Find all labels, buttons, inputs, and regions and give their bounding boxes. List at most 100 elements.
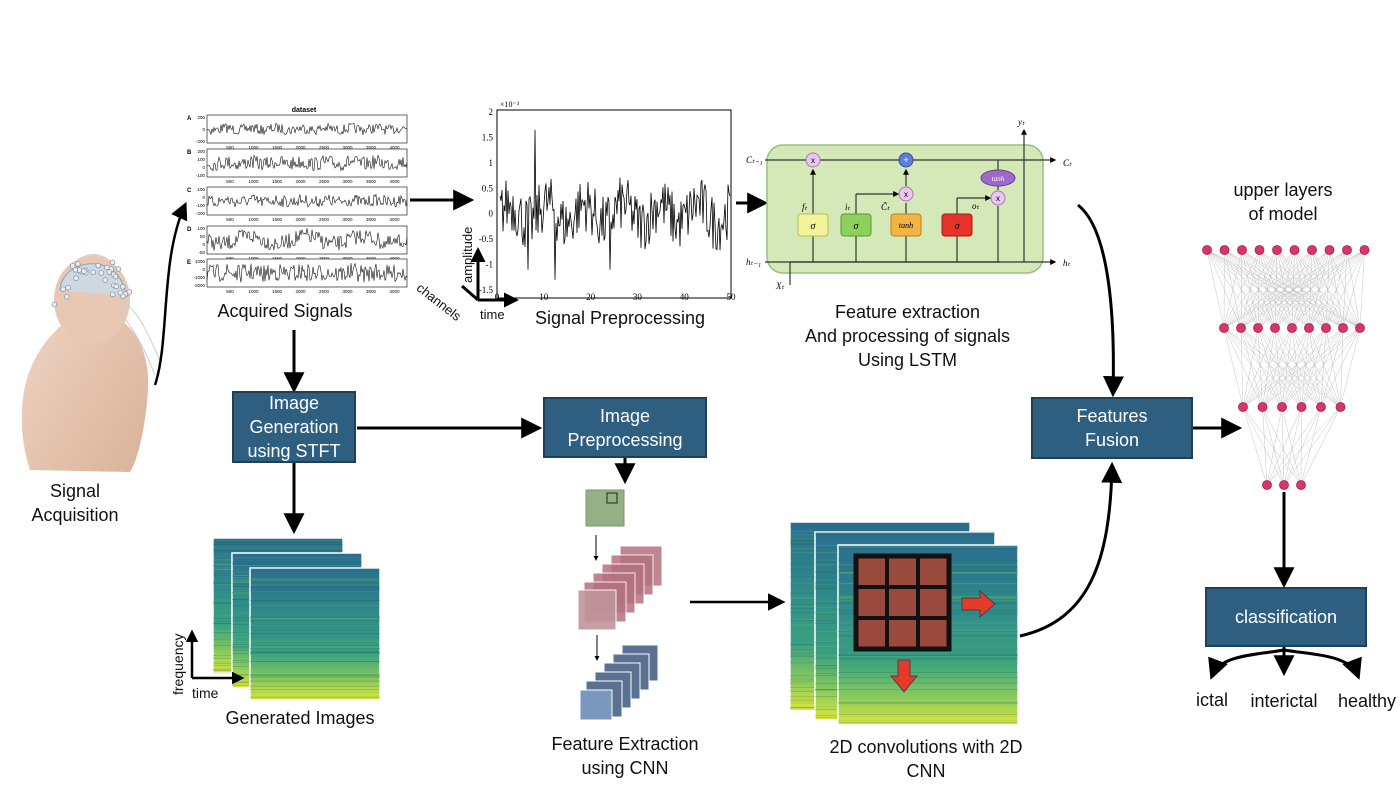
x-tick: 1000 bbox=[248, 217, 259, 222]
connection bbox=[1224, 249, 1293, 329]
c-t-label: Cₜ bbox=[1063, 158, 1072, 168]
input-sigma: σ bbox=[854, 221, 860, 232]
x-tick: 3500 bbox=[366, 179, 377, 184]
x-tick: 4000 bbox=[389, 145, 400, 150]
connection bbox=[1242, 406, 1285, 486]
y-t-label: yₜ bbox=[1017, 117, 1025, 127]
electrode bbox=[109, 259, 116, 266]
signal-preprocessing-label: Signal Preprocessing bbox=[534, 308, 706, 328]
output-gate bbox=[941, 213, 973, 237]
connection bbox=[1308, 327, 1322, 408]
connection bbox=[1242, 327, 1361, 408]
h-t-label: hₜ bbox=[1063, 258, 1071, 268]
input-gate bbox=[840, 213, 872, 237]
connection bbox=[1257, 249, 1260, 329]
preprocessed-signal-plot: ×10⁻³ 21.510.50-0.5-1-1.50 10 20 30 40 50 bbox=[479, 100, 736, 302]
y-tick: -2000 bbox=[193, 283, 205, 288]
y-tick: -200 bbox=[196, 139, 206, 144]
dataset-title: dataset bbox=[292, 107, 317, 114]
connection bbox=[1240, 327, 1244, 408]
neuron bbox=[1316, 402, 1326, 412]
connection bbox=[1276, 249, 1327, 329]
electrode bbox=[73, 275, 79, 281]
connection bbox=[1242, 327, 1259, 408]
neuron bbox=[1307, 245, 1317, 255]
connection bbox=[1240, 327, 1341, 408]
connection bbox=[1291, 249, 1365, 329]
x-tick: 30 bbox=[633, 292, 643, 302]
x-tick: 500 bbox=[226, 256, 234, 261]
y-tick: 2 bbox=[489, 107, 494, 117]
connection bbox=[1342, 249, 1348, 329]
connection bbox=[1262, 406, 1285, 486]
connection bbox=[1242, 406, 1302, 486]
connection bbox=[1223, 249, 1313, 329]
neuron bbox=[1219, 245, 1230, 255]
y-tick: 100 bbox=[197, 226, 205, 231]
x-tick: 2000 bbox=[295, 256, 306, 261]
x-tick: 1000 bbox=[248, 179, 259, 184]
conv2d-label: 2D convolutions with 2D CNN bbox=[829, 737, 1023, 781]
connection bbox=[1224, 249, 1276, 329]
connection bbox=[1223, 249, 1225, 329]
row-label: B bbox=[187, 150, 192, 156]
output-mult-node bbox=[990, 190, 1006, 206]
feature-map-red bbox=[577, 589, 617, 631]
x-tick: 3000 bbox=[342, 289, 353, 294]
connection bbox=[1242, 327, 1310, 408]
neuron bbox=[1296, 480, 1306, 490]
neuron bbox=[1335, 402, 1346, 412]
class-ictal: ictal bbox=[1195, 690, 1228, 710]
electrode bbox=[65, 284, 71, 291]
connection bbox=[1206, 249, 1259, 329]
neuron bbox=[1202, 245, 1212, 255]
mult-sign: x bbox=[811, 156, 815, 165]
connection bbox=[1340, 327, 1344, 408]
x-tick: 2500 bbox=[319, 256, 330, 261]
neuron bbox=[1321, 323, 1331, 333]
x-tick: 1000 bbox=[248, 289, 259, 294]
x-tick: 1000 bbox=[248, 145, 259, 150]
connection bbox=[1359, 249, 1365, 329]
eeg-head-illustration bbox=[21, 254, 161, 472]
eeg-trace bbox=[206, 193, 408, 208]
x-tick: 500 bbox=[226, 179, 234, 184]
connection bbox=[1301, 327, 1361, 408]
neuron bbox=[1304, 323, 1314, 333]
y-tick: -200 bbox=[196, 211, 206, 216]
forget-gate bbox=[797, 213, 829, 237]
y-tick: 0 bbox=[202, 127, 205, 132]
connection bbox=[1274, 327, 1322, 408]
x-tick: 2500 bbox=[319, 289, 330, 294]
signal-panel bbox=[206, 258, 408, 288]
conv-kernel bbox=[853, 553, 952, 652]
connection bbox=[1223, 249, 1295, 329]
electrode bbox=[115, 266, 122, 272]
connection bbox=[1262, 327, 1327, 408]
o-t-label: oₜ bbox=[972, 201, 980, 211]
connection bbox=[1259, 249, 1276, 329]
y-tick: -0.5 bbox=[479, 234, 494, 244]
x-tick: 0 bbox=[495, 292, 500, 302]
connection bbox=[1320, 327, 1361, 408]
x-tick: 500 bbox=[226, 289, 234, 294]
connection bbox=[1257, 327, 1322, 408]
connection bbox=[1223, 249, 1278, 329]
connection bbox=[1257, 327, 1263, 408]
connection bbox=[1300, 406, 1302, 486]
classification-box: classification bbox=[1205, 587, 1367, 647]
connection bbox=[1266, 406, 1322, 486]
slide-down-arrow bbox=[889, 659, 919, 693]
exponent-label: ×10⁻³ bbox=[500, 100, 520, 109]
lstm-cell: x + x tanh x σ σ tanh σ Cₜ₋₁ Cₜ hₜ₋₁ hₜ … bbox=[746, 117, 1072, 291]
connection bbox=[1223, 249, 1243, 329]
neuron bbox=[1219, 323, 1229, 333]
connection bbox=[1257, 327, 1302, 408]
y-tick: 0 bbox=[202, 195, 205, 200]
neuron bbox=[1289, 245, 1300, 255]
connection bbox=[1311, 249, 1327, 329]
neuron bbox=[1359, 245, 1370, 255]
connection bbox=[1224, 249, 1242, 329]
slide-right-arrow bbox=[961, 589, 996, 619]
lstm-label: Feature extraction And processing of sign… bbox=[804, 302, 1011, 370]
